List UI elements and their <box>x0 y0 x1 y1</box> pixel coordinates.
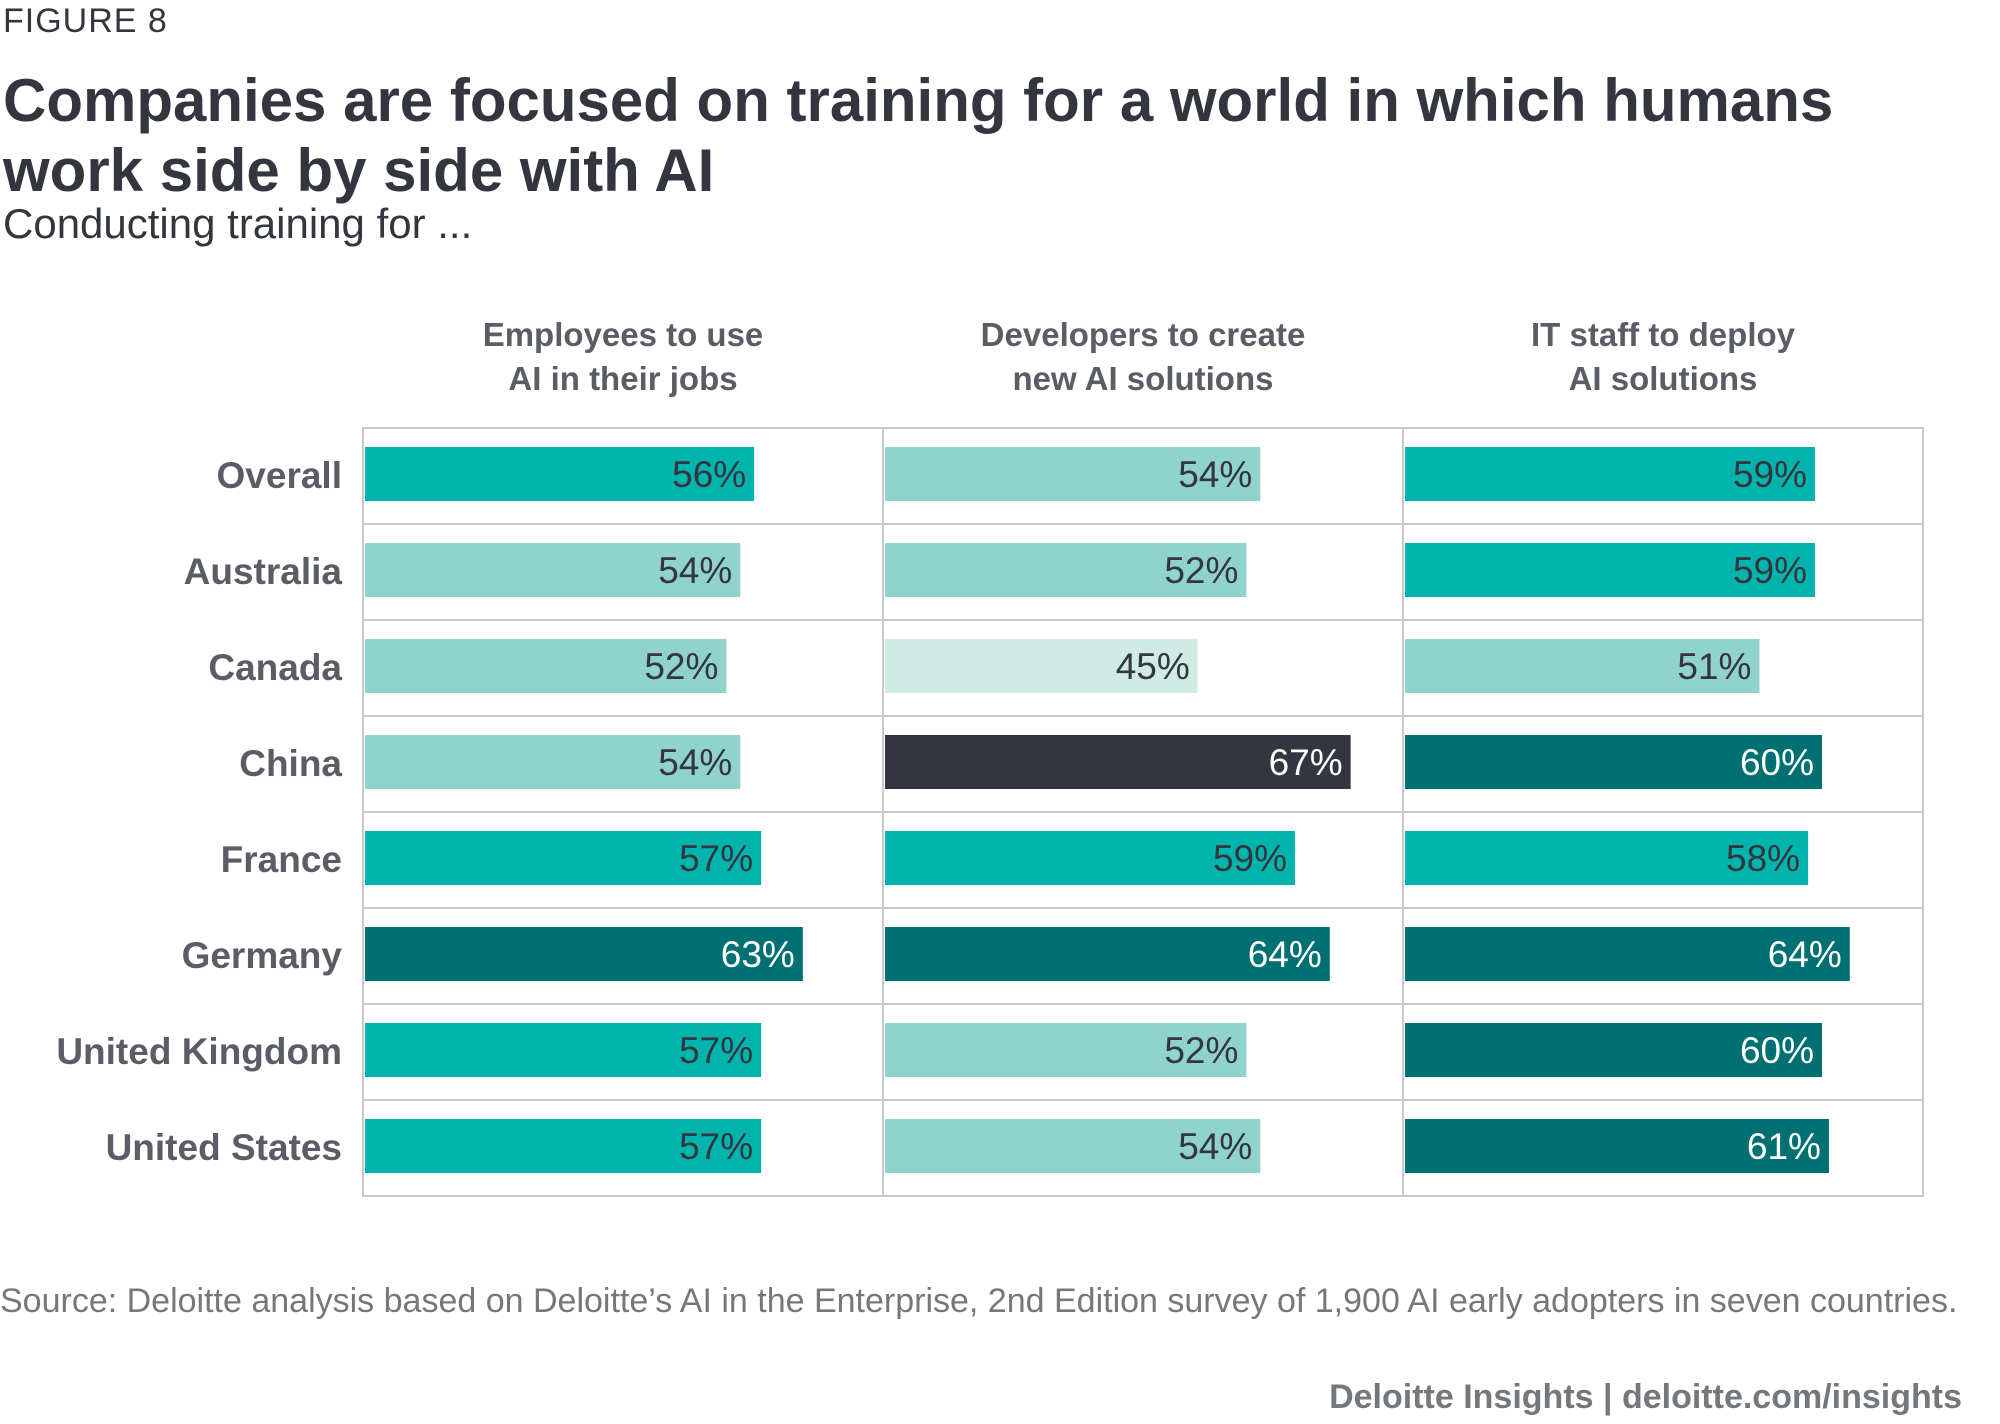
bar <box>1405 1023 1822 1077</box>
bar <box>365 735 741 789</box>
bar-value-label: 64% <box>1248 934 1322 975</box>
bar <box>1405 543 1816 597</box>
bar <box>1405 735 1822 789</box>
bar-value-label: 57% <box>679 838 753 879</box>
bar <box>885 831 1296 885</box>
bar <box>885 543 1247 597</box>
bar <box>885 639 1198 693</box>
bar <box>1405 927 1850 981</box>
bar <box>365 639 727 693</box>
bar-value-label: 60% <box>1740 742 1814 783</box>
bar <box>365 831 762 885</box>
bar <box>885 447 1261 501</box>
column-header: Employees to use <box>483 316 764 353</box>
bar-value-label: 54% <box>658 550 732 591</box>
chart-subtitle: Conducting training for ... <box>3 200 473 247</box>
row-label: United Kingdom <box>56 1031 342 1072</box>
bar <box>1405 639 1760 693</box>
chart-title: Companies are focused on training for a … <box>3 67 1834 204</box>
bar-value-label: 61% <box>1747 1126 1821 1167</box>
column-header: IT staff to deploy <box>1531 316 1796 353</box>
bar-value-label: 67% <box>1269 742 1343 783</box>
bar-value-label: 57% <box>679 1126 753 1167</box>
bar-value-label: 54% <box>658 742 732 783</box>
row-label: China <box>239 743 342 784</box>
bar <box>1405 831 1809 885</box>
bar <box>885 1119 1261 1173</box>
bar <box>365 447 755 501</box>
bar-value-label: 52% <box>644 646 718 687</box>
bar-value-label: 54% <box>1178 454 1252 495</box>
row-label: Canada <box>208 647 342 688</box>
bar-value-label: 64% <box>1768 934 1842 975</box>
bar-value-label: 59% <box>1733 550 1807 591</box>
row-label: Overall <box>217 455 342 496</box>
bar-value-label: 51% <box>1677 646 1751 687</box>
bar-value-label: 60% <box>1740 1030 1814 1071</box>
bar <box>365 1023 762 1077</box>
bar <box>365 543 741 597</box>
bar-value-label: 52% <box>1164 1030 1238 1071</box>
bar <box>1405 447 1816 501</box>
bar <box>1405 1119 1829 1173</box>
row-label: France <box>221 839 342 880</box>
column-header: AI solutions <box>1569 360 1758 397</box>
bar-value-label: 59% <box>1213 838 1287 879</box>
bar-value-label: 54% <box>1178 1126 1252 1167</box>
bar-value-label: 45% <box>1116 646 1190 687</box>
column-header: new AI solutions <box>1013 360 1274 397</box>
bar-chart: Employees to use AI in their jobs Develope… <box>56 316 1924 1197</box>
source-note: Source: Deloitte analysis based on Deloi… <box>0 1282 1958 1320</box>
credit-line: Deloitte Insights | deloitte.com/insight… <box>1329 1378 1962 1416</box>
bar-value-label: 52% <box>1164 550 1238 591</box>
bar-value-label: 57% <box>679 1030 753 1071</box>
bar-value-label: 63% <box>721 934 795 975</box>
row-label: Germany <box>182 935 343 976</box>
column-header: AI in their jobs <box>508 360 737 397</box>
bar-value-label: 58% <box>1726 838 1800 879</box>
bar <box>885 927 1330 981</box>
bar <box>365 1119 762 1173</box>
bar <box>365 927 803 981</box>
bar <box>885 1023 1247 1077</box>
bar-value-label: 56% <box>672 454 746 495</box>
bar <box>885 735 1351 789</box>
row-label: United States <box>106 1127 342 1168</box>
column-header: Developers to create <box>981 316 1306 353</box>
bar-value-label: 59% <box>1733 454 1807 495</box>
row-label: Australia <box>184 551 343 592</box>
figure-label: FIGURE 8 <box>3 2 168 40</box>
